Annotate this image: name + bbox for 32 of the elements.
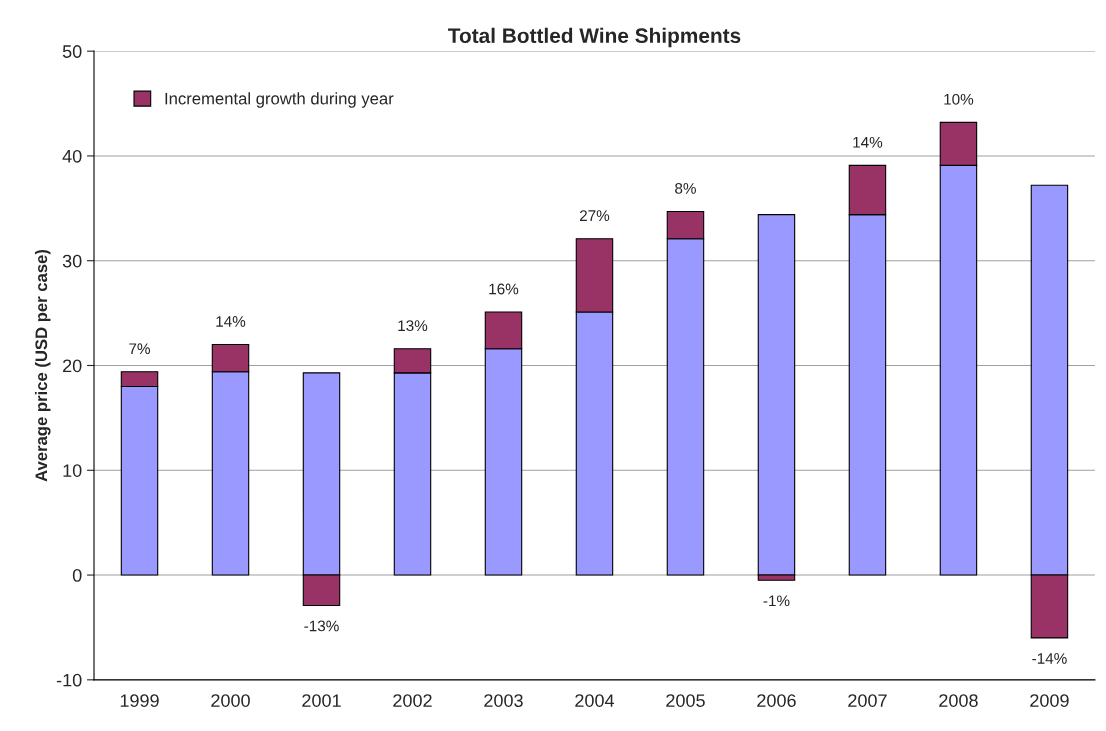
annotation: -1% <box>763 595 790 607</box>
annotation: 14% <box>853 136 883 148</box>
annotation: 16% <box>489 283 519 295</box>
annotation: -13% <box>304 620 339 632</box>
y-tick-label: 40 <box>62 149 82 163</box>
annotation: 10% <box>944 93 974 105</box>
y-tick-label: 30 <box>62 254 82 268</box>
y-axis-title: Average price (USD per case) <box>34 249 51 482</box>
x-tick-label: 2004 <box>575 694 615 707</box>
annotation: 7% <box>129 343 150 355</box>
x-tick-label: 2005 <box>666 694 705 707</box>
annotation: 8% <box>675 182 696 194</box>
x-tick-label: 2002 <box>393 694 432 707</box>
annotation: 27% <box>579 210 610 221</box>
x-tick-label: 2001 <box>302 694 341 707</box>
y-tick-label: 10 <box>63 464 82 477</box>
y-tick-label: -10 <box>56 673 82 687</box>
chart-title: Total Bottled Wine Shipments <box>448 27 741 48</box>
annotation: -14% <box>1032 653 1067 664</box>
x-tick-label: 2008 <box>939 694 978 707</box>
x-tick-label: 2003 <box>484 694 523 707</box>
y-tick-label: 0 <box>72 568 82 582</box>
x-tick-label: 2007 <box>848 694 887 707</box>
legend-label: Incremental growth during year <box>165 92 394 108</box>
x-tick-label: 2009 <box>1030 694 1069 707</box>
x-tick-label: 2000 <box>211 694 250 707</box>
y-tick-label: 20 <box>63 359 82 373</box>
annotation: 14% <box>216 316 246 327</box>
x-tick-label: 1999 <box>120 694 159 707</box>
annotation: 13% <box>398 320 428 332</box>
y-tick-label: 50 <box>62 45 82 58</box>
x-tick-label: 2006 <box>757 694 796 707</box>
